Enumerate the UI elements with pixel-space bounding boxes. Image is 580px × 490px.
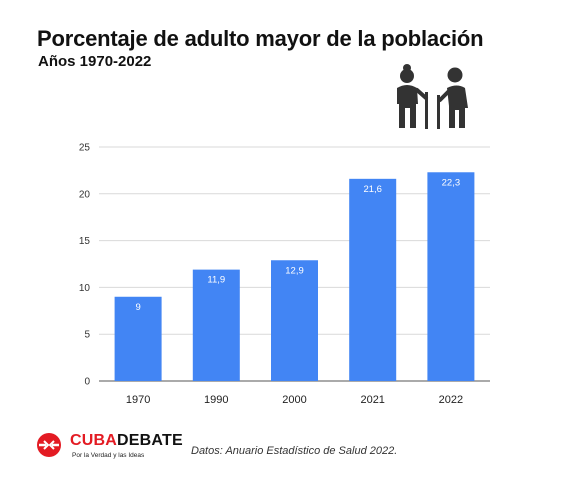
bar	[114, 296, 162, 381]
data-label: 12,9	[285, 265, 304, 276]
source-note: Datos: Anuario Estadístico de Salud 2022…	[191, 445, 398, 457]
bar	[271, 260, 318, 381]
chart-title: Porcentaje de adulto mayor de la poblaci…	[37, 26, 484, 51]
bar	[192, 269, 240, 381]
y-tick-label: 10	[79, 283, 91, 294]
brand-tagline: Por la Verdad y las Ideas	[72, 452, 145, 459]
x-tick-label: 2021	[360, 394, 384, 406]
cubadebate-logo-icon	[37, 433, 61, 457]
y-tick-label: 20	[79, 189, 91, 200]
data-label: 21,6	[363, 184, 382, 195]
elderly-couple-icon	[397, 64, 468, 129]
brand-name: CUBADEBATE	[70, 432, 183, 449]
data-label: 11,9	[207, 275, 225, 286]
x-tick-label: 2000	[282, 394, 306, 406]
x-tick-label: 2022	[439, 394, 463, 406]
y-tick-label: 0	[84, 377, 90, 388]
bar	[349, 178, 397, 381]
x-tick-label: 1970	[126, 394, 150, 406]
chart-subtitle: Años 1970-2022	[38, 53, 152, 70]
y-tick-label: 5	[84, 330, 90, 341]
bar	[427, 172, 475, 381]
bar-chart: 0 5 10 15 20 25 9 1970 11,9 1990 12,9 2000 21,6 2021 2…	[79, 143, 490, 406]
x-tick-label: 1990	[204, 394, 228, 406]
y-tick-label: 25	[79, 143, 91, 154]
data-label: 9	[135, 302, 140, 313]
y-tick-label: 15	[79, 236, 91, 247]
data-label: 22,3	[442, 177, 461, 188]
